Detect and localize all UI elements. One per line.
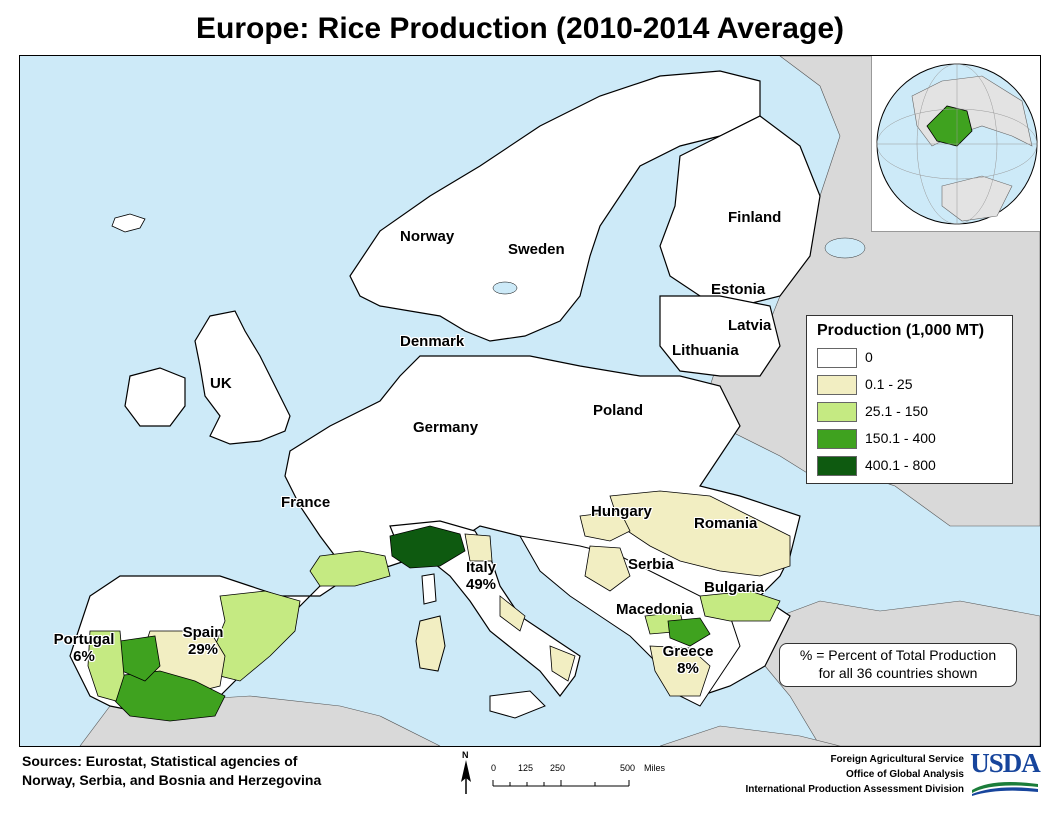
- label-norway: Norway: [400, 228, 455, 245]
- scale-tick-0: 0: [491, 763, 497, 773]
- label-denmark: Denmark: [400, 333, 465, 350]
- label-spain-share: 29%: [187, 641, 219, 658]
- label-latvia: Latvia: [728, 317, 772, 334]
- label-spain-name: Spain: [182, 624, 224, 641]
- label-bulgaria: Bulgaria: [704, 579, 765, 596]
- label-italy: Italy 49%: [456, 559, 506, 593]
- scale-tick-500: 500: [620, 763, 636, 773]
- africa-east-land: [659, 725, 841, 746]
- romania-region: [609, 490, 791, 577]
- label-serbia: Serbia: [628, 556, 674, 573]
- italy-north-region: [389, 525, 466, 569]
- label-romania: Romania: [694, 515, 758, 532]
- map-frame: Norway Sweden Finland Estonia Latvia Lit…: [19, 55, 1041, 747]
- usda-logo: USDA: [970, 748, 1041, 798]
- credits-line1: Foreign Agricultural Service: [830, 754, 964, 765]
- legend: Production (1,000 MT) 0 0.1 - 25 25.1 - …: [806, 315, 1013, 484]
- bulgaria-region: [699, 590, 781, 622]
- north-label: N: [462, 750, 469, 760]
- italy-centre-region: [464, 533, 493, 562]
- sources-line1: Sources: Eurostat, Statistical agencies …: [22, 753, 298, 769]
- lake-sweden: [492, 281, 518, 295]
- legend-label: 0.1 - 25: [865, 376, 913, 392]
- spain-east-region: [214, 590, 301, 682]
- label-hungary: Hungary: [591, 503, 652, 520]
- scandinavia-land: [349, 70, 761, 342]
- label-greece-share: 8%: [677, 660, 699, 677]
- corsica-land: [421, 573, 437, 605]
- credits-line2: Office of Global Analysis: [846, 769, 964, 780]
- usda-hills-icon: [972, 782, 1038, 796]
- legend-swatch: [817, 348, 857, 368]
- percent-note: % = Percent of Total Production for all …: [779, 643, 1017, 687]
- ireland-land: [124, 367, 186, 427]
- legend-label: 0: [865, 349, 873, 365]
- portugal-region: [87, 630, 125, 702]
- scale-tick-250: 250: [550, 763, 566, 773]
- scale-bar: N 0 125 250 500 Miles: [458, 750, 688, 800]
- legend-title: Production (1,000 MT): [817, 322, 985, 339]
- label-spain: Spain 29%: [173, 624, 233, 658]
- greece-region: [649, 645, 711, 697]
- lake-ladoga: [824, 237, 866, 259]
- label-france: France: [281, 494, 331, 511]
- label-italy-share: 49%: [465, 576, 497, 593]
- north-arrow-icon: [461, 760, 471, 794]
- scale-unit: Miles: [644, 763, 666, 773]
- label-germany: Germany: [413, 419, 479, 436]
- label-uk: UK: [210, 375, 232, 392]
- finland-land: [659, 115, 821, 307]
- legend-swatch: [817, 429, 857, 449]
- sources-text: Sources: Eurostat, Statistical agencies …: [22, 752, 321, 790]
- andalusia-region: [114, 670, 226, 722]
- hungary-region: [579, 510, 631, 542]
- sources-line2: Norway, Serbia, and Bosnia and Herzegovi…: [22, 772, 322, 788]
- legend-swatch: [817, 375, 857, 395]
- label-greece: Greece 8%: [653, 643, 723, 677]
- map-title: Europe: Rice Production (2010-2014 Avera…: [196, 12, 844, 45]
- legend-label: 150.1 - 400: [865, 430, 936, 446]
- uk-land: [194, 310, 291, 445]
- france-south-region: [309, 550, 391, 587]
- scale-tick-125: 125: [518, 763, 534, 773]
- legend-swatch: [817, 456, 857, 476]
- label-macedonia: Macedonia: [616, 601, 694, 618]
- label-greece-name: Greece: [662, 643, 714, 660]
- label-estonia: Estonia: [711, 281, 766, 298]
- sicily-land: [489, 690, 546, 719]
- label-portugal-share: 6%: [73, 648, 95, 665]
- italy-south-region: [499, 595, 526, 632]
- label-italy-name: Italy: [465, 559, 496, 576]
- greece-region-north: [667, 617, 711, 647]
- label-lithuania: Lithuania: [672, 342, 739, 359]
- locator-globe-inset: [871, 56, 1040, 232]
- scale-ruler: [492, 780, 630, 787]
- label-finland: Finland: [728, 209, 782, 226]
- label-poland: Poland: [593, 402, 644, 419]
- locator-globe: [876, 63, 1038, 225]
- usda-logo-text: USDA: [970, 748, 1041, 778]
- label-portugal-name: Portugal: [53, 631, 115, 648]
- calabria-region: [549, 645, 576, 682]
- credits: Foreign Agricultural Service Office of G…: [745, 752, 964, 797]
- iceland-land: [111, 213, 146, 233]
- percent-note-line1: % = Percent of Total Production: [799, 647, 997, 663]
- percent-note-line2: for all 36 countries shown: [818, 665, 978, 681]
- legend-swatch: [817, 402, 857, 422]
- legend-label: 400.1 - 800: [865, 457, 936, 473]
- baltics-land: [659, 295, 781, 377]
- sardinia-land: [415, 615, 446, 672]
- legend-label: 25.1 - 150: [865, 403, 929, 419]
- credits-line3: International Production Assessment Divi…: [745, 784, 964, 795]
- label-portugal: Portugal 6%: [44, 631, 124, 665]
- label-sweden: Sweden: [508, 241, 565, 258]
- serbia-region: [584, 545, 631, 592]
